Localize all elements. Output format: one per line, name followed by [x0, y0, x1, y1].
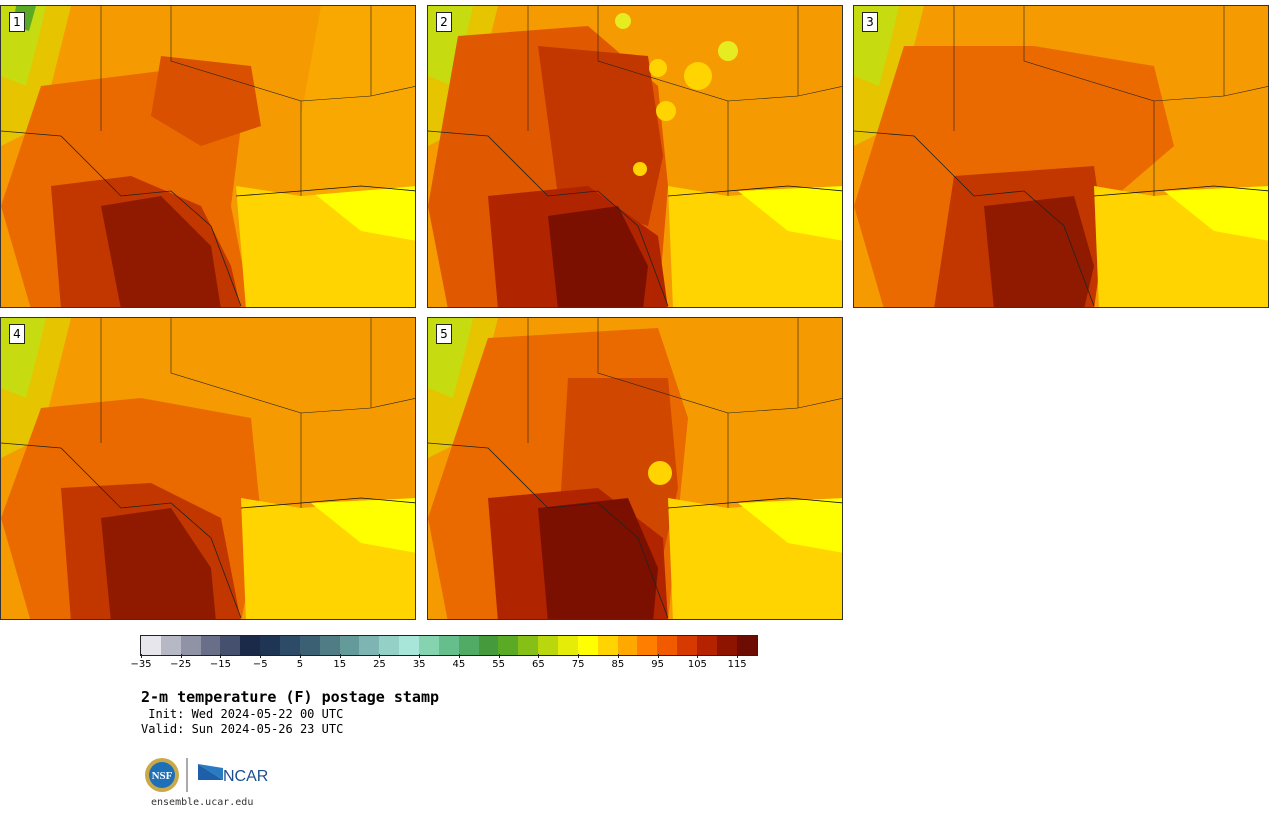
colorbar-swatch — [220, 636, 241, 655]
colorbar-swatch — [339, 636, 360, 655]
colorbar-swatch — [736, 636, 757, 655]
colorbar-tick-label: 45 — [452, 659, 466, 670]
temperature-map — [1, 318, 415, 619]
plot-title: 2-m temperature (F) postage stamp — [141, 688, 440, 706]
nsf-text: NSF — [152, 770, 173, 782]
colorbar-tick-label: 85 — [611, 659, 625, 670]
colorbar-swatch — [299, 636, 320, 655]
colorbar-tick-label: 65 — [532, 659, 545, 670]
colorbar-tickmark — [657, 654, 659, 658]
colorbar-tick-label: 15 — [333, 659, 347, 670]
colorbar-swatch — [538, 636, 559, 655]
temperature-map — [428, 6, 842, 307]
map-panel-5: 5 — [427, 317, 843, 620]
ncar-text: NCAR — [223, 768, 268, 785]
colorbar-swatch — [637, 636, 658, 655]
colorbar-tick-label: 25 — [373, 659, 386, 670]
colorbar-swatch — [716, 636, 737, 655]
colorbar-tickmark — [538, 654, 540, 658]
colorbar-tickmark — [617, 654, 619, 658]
colorbar-swatch — [478, 636, 499, 655]
colorbar-swatch — [141, 636, 161, 655]
map-panel-4: 4 — [0, 317, 416, 620]
colorbar-tickmark — [498, 654, 500, 658]
colorbar-tickmark — [260, 654, 262, 658]
colorbar-swatch — [697, 636, 717, 655]
colorbar-tick-label: 75 — [571, 659, 585, 670]
temperature-map — [428, 318, 842, 619]
colorbar-tickmark — [339, 654, 341, 658]
colorbar-tick-label: −15 — [209, 659, 232, 670]
colorbar-swatch — [518, 636, 539, 655]
colorbar-swatch — [498, 636, 519, 655]
colorbar-swatch — [319, 636, 340, 655]
panel-number: 1 — [9, 12, 25, 32]
colorbar-swatch — [558, 636, 578, 655]
colorbar-tick-label: 95 — [651, 659, 665, 670]
colorbar-swatch — [657, 636, 678, 655]
colorbar-tickmark — [458, 654, 460, 658]
colorbar-tickmark — [419, 654, 421, 658]
temperature-map — [854, 6, 1268, 307]
colorbar-tick-label: 105 — [687, 659, 707, 670]
colorbar-swatch — [379, 636, 400, 655]
site-url: ensemble.ucar.edu — [151, 797, 254, 808]
colorbar: −35 −25 −15 −5 5 15 25 35 45 55 65 75 85 95 105 115 — [130, 635, 760, 675]
colorbar-swatch — [458, 636, 479, 655]
colorbar-swatch — [260, 636, 281, 655]
colorbar-tickmark — [379, 654, 381, 658]
colorbar-swatch — [577, 636, 598, 655]
panel-number: 3 — [862, 12, 878, 32]
colorbar-swatch — [617, 636, 638, 655]
colorbar-tickmark — [220, 654, 222, 658]
colorbar-swatch — [419, 636, 439, 655]
panel-number: 5 — [436, 324, 452, 344]
colorbar-swatch — [200, 636, 221, 655]
logos: NSF NCAR — [143, 756, 283, 796]
colorbar-tickmark — [697, 654, 699, 658]
colorbar-swatch — [677, 636, 698, 655]
colorbar-swatch — [160, 636, 181, 655]
colorbar-tick-label: 55 — [492, 659, 506, 670]
colorbar-tick-label: −5 — [252, 659, 268, 670]
map-panel-1: 1 — [0, 5, 416, 308]
nsf-logo: NSF — [145, 758, 179, 792]
colorbar-tickmark — [141, 654, 142, 658]
colorbar-swatch — [240, 636, 261, 655]
map-panel-2: 2 — [427, 5, 843, 308]
colorbar-swatch — [438, 636, 459, 655]
colorbar-tick-label: 115 — [727, 659, 747, 670]
init-time: Init: Wed 2024-05-22 00 UTC — [141, 707, 344, 721]
colorbar-tick-label: 35 — [412, 659, 426, 670]
panel-number: 4 — [9, 324, 25, 344]
colorbar-swatches — [140, 635, 758, 656]
panel-number: 2 — [436, 12, 452, 32]
colorbar-tickmark — [180, 654, 182, 658]
ncar-logo: NCAR — [198, 764, 268, 785]
colorbar-swatch — [399, 636, 420, 655]
colorbar-swatch — [180, 636, 201, 655]
colorbar-swatch — [359, 636, 380, 655]
colorbar-swatch — [280, 636, 300, 655]
colorbar-tickmark — [737, 654, 739, 658]
temperature-map — [1, 6, 415, 307]
colorbar-tick-label: 5 — [296, 659, 304, 670]
map-panel-3: 3 — [853, 5, 1269, 308]
logo-graphic: NSF NCAR — [145, 758, 268, 792]
colorbar-swatch — [597, 636, 618, 655]
colorbar-tickmark — [299, 654, 301, 658]
colorbar-tick-label: −25 — [170, 659, 192, 670]
colorbar-tick-label: −35 — [130, 659, 152, 670]
colorbar-tickmark — [578, 654, 580, 658]
valid-time: Valid: Sun 2024-05-26 23 UTC — [141, 722, 344, 736]
